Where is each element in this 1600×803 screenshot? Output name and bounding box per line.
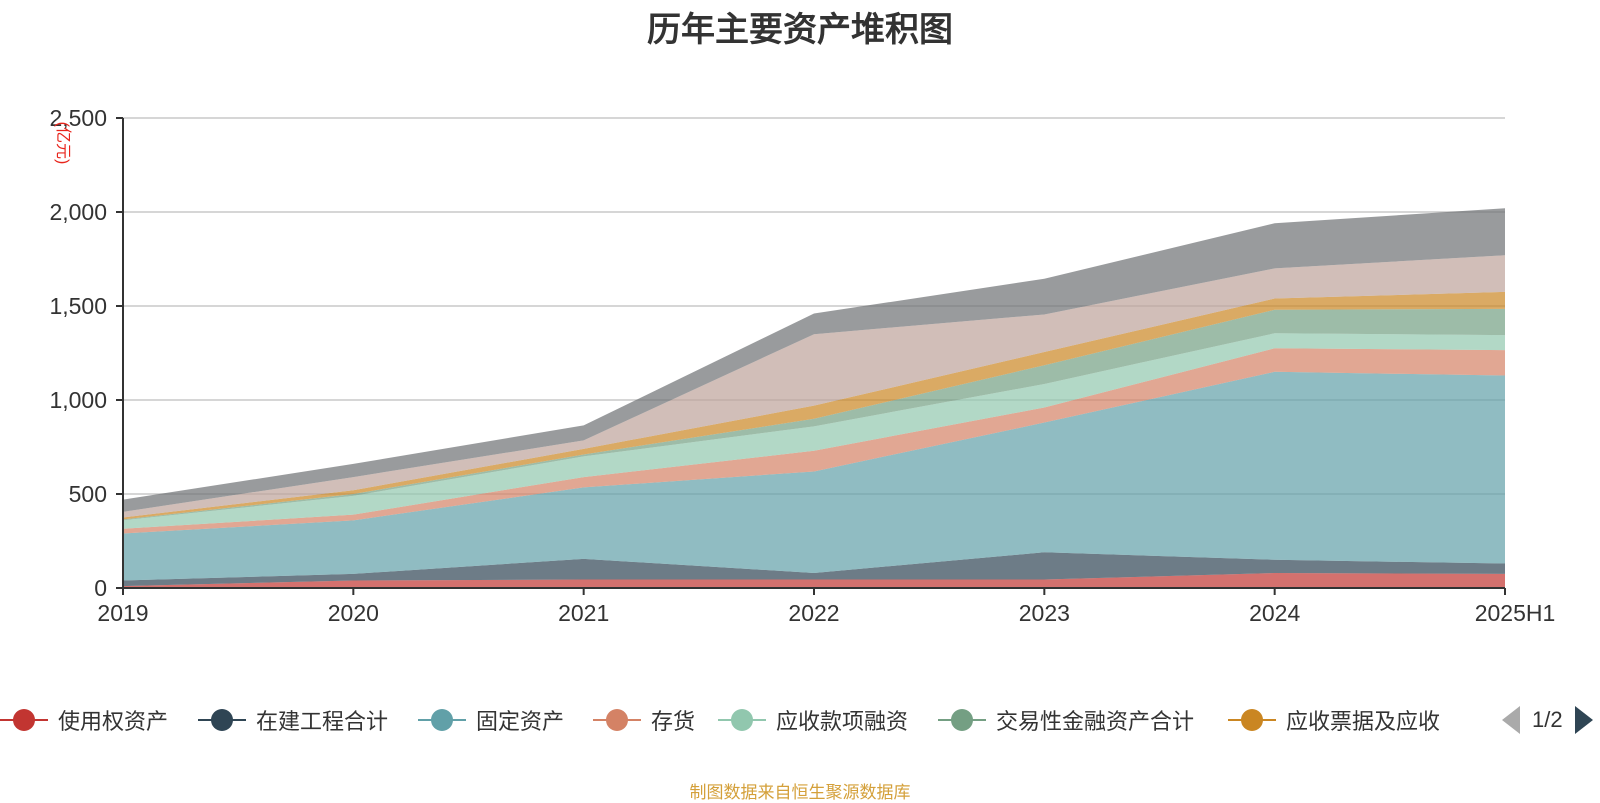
legend-marker-icon (418, 700, 466, 740)
legend-marker-icon (593, 700, 641, 740)
series-area-1 (123, 552, 1505, 587)
series-area-5 (123, 308, 1505, 521)
series-area-8 (123, 208, 1505, 512)
legend-label: 应收票据及应收 (1286, 709, 1441, 734)
x-tick-label-0: 2019 (97, 600, 148, 626)
legend-label: 固定资产 (476, 709, 565, 734)
legend-item-1[interactable]: 在建工程合计 (198, 700, 388, 740)
legend-label: 在建工程合计 (256, 709, 389, 734)
legend-marker-icon (0, 700, 48, 740)
x-tick-label-6: 2025H1 (1475, 600, 1556, 626)
series-area-0 (123, 572, 1505, 588)
legend-label: 交易性金融资产合计 (996, 709, 1195, 734)
legend-item-3[interactable]: 存货 (593, 700, 695, 740)
legend-label: 存货 (651, 709, 696, 734)
legend-item-4[interactable]: 应收款项融资 (718, 700, 908, 740)
y-axis-unit-label: (亿元) (54, 122, 72, 165)
y-tick-label-5: 2,500 (49, 105, 107, 131)
legend-item-6[interactable]: 应收票据及应收 (1228, 700, 1440, 740)
legend-marker-icon (718, 700, 766, 740)
x-tick-label-1: 2020 (328, 600, 379, 626)
x-tick-label-2: 2021 (558, 600, 609, 626)
legend-next-arrow-icon[interactable] (1574, 706, 1593, 734)
y-tick-label-1: 500 (69, 481, 107, 507)
y-tick-label-2: 1,000 (49, 387, 107, 413)
legend: 使用权资产 在建工程合计 固定资产 存货 应收款项融资 交易性金融资产合计 应收票据及应收 (0, 700, 1600, 740)
legend-item-0[interactable]: 使用权资产 (0, 700, 168, 740)
series-area-7 (123, 255, 1505, 518)
series-area-2 (123, 371, 1505, 581)
x-tick-label-4: 2023 (1019, 600, 1070, 626)
legend-prev-arrow-icon[interactable] (1502, 706, 1520, 734)
legend-label: 使用权资产 (58, 709, 169, 734)
y-tick-label-3: 1,500 (49, 293, 107, 319)
legend-item-5[interactable]: 交易性金融资产合计 (938, 700, 1194, 740)
legend-pager: 1/2 (1502, 704, 1593, 736)
x-tick-label-5: 2024 (1249, 600, 1300, 626)
legend-marker-icon (938, 700, 986, 740)
legend-marker-icon (1228, 700, 1276, 740)
chart-title: 历年主要资产堆积图 (647, 11, 953, 49)
source-note: 制图数据来自恒生聚源数据库 (689, 783, 911, 802)
legend-marker-icon (198, 700, 246, 740)
series-area-3 (123, 348, 1505, 534)
legend-item-2[interactable]: 固定资产 (418, 700, 564, 740)
legend-page-indicator: 1/2 (1532, 707, 1563, 732)
y-tick-label-4: 2,000 (49, 199, 107, 225)
y-tick-label-0: 0 (94, 575, 107, 601)
series-area-4 (123, 333, 1505, 529)
x-tick-label-3: 2022 (788, 600, 839, 626)
legend-label: 应收款项融资 (776, 709, 909, 734)
